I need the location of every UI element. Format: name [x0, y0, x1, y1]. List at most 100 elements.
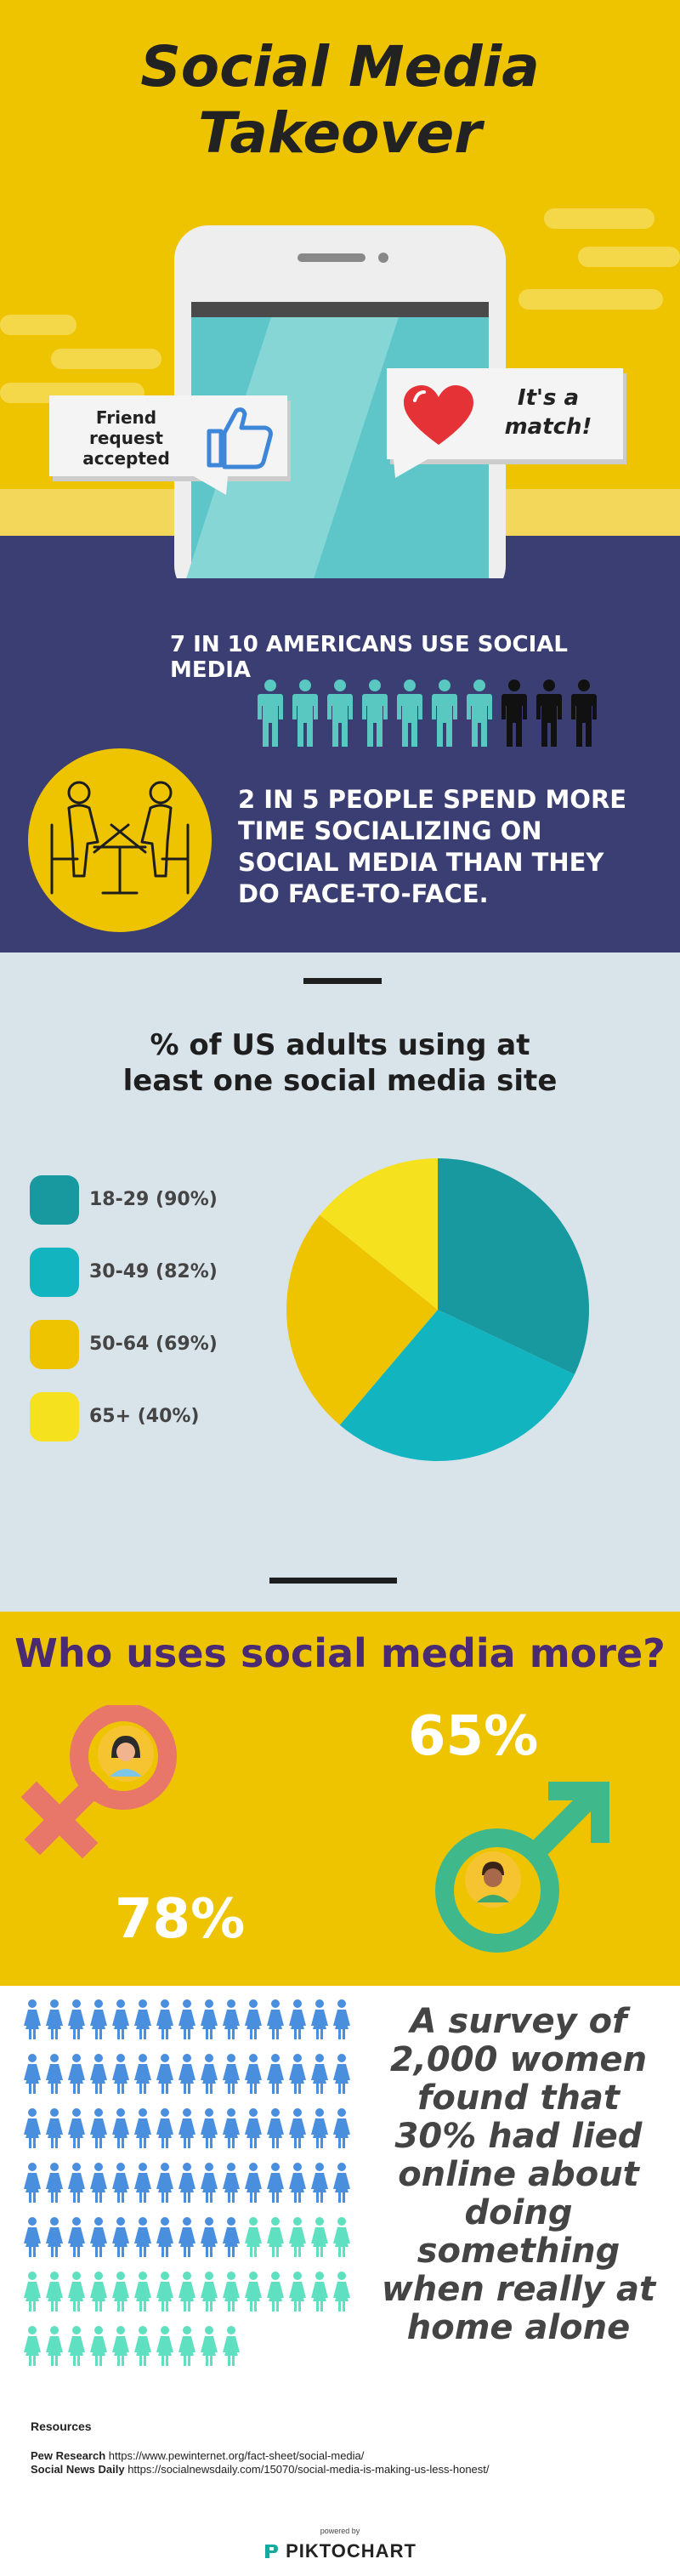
- woman-icon: [90, 2054, 107, 2094]
- bubble-tail: [194, 476, 228, 495]
- survey-line: 30% had lied: [394, 2117, 643, 2156]
- stat-line: SOCIAL MEDIA THAN THEY: [238, 848, 604, 877]
- woman-icon: [267, 2217, 284, 2257]
- source-url[interactable]: https://www.pewinternet.org/fact-sheet/s…: [108, 2449, 365, 2462]
- woman-icon: [178, 2217, 196, 2257]
- friend-request-text: Friend request accepted: [56, 407, 196, 469]
- woman-icon: [201, 2054, 218, 2094]
- person-icon: [502, 680, 527, 747]
- woman-icon: [223, 2217, 240, 2257]
- woman-icon: [245, 2217, 262, 2257]
- cloud-shape: [0, 315, 76, 335]
- woman-icon: [289, 2272, 306, 2312]
- woman-icon: [311, 1999, 328, 2039]
- friend-request-line: accepted: [82, 448, 170, 469]
- survey-line: home alone: [406, 2308, 631, 2347]
- woman-icon: [201, 2217, 218, 2257]
- match-text: It's a match!: [489, 384, 608, 441]
- woman-icon: [223, 1999, 240, 2039]
- title-line-1: Social Media: [140, 34, 540, 100]
- male-symbol-shaft: [528, 1789, 598, 1860]
- pie-title-line: % of US adults using at: [150, 1028, 530, 1062]
- legend-swatch-65-plus: [30, 1392, 79, 1442]
- cloud-shape: [51, 349, 162, 369]
- legend-swatch-18-29: [30, 1175, 79, 1225]
- title-line-2: Takeover: [198, 100, 482, 166]
- woman-icon: [178, 2163, 196, 2203]
- woman-icon: [68, 2163, 85, 2203]
- female-symbol-icon: [21, 1705, 177, 1859]
- woman-icon: [311, 2217, 328, 2257]
- male-symbol-arrowhead: [548, 1782, 609, 1843]
- woman-icon: [178, 1999, 196, 2039]
- thumbs-up-icon: [207, 407, 273, 469]
- man-avatar-icon: [465, 1851, 521, 1908]
- woman-icon: [46, 1999, 63, 2039]
- survey-line: 2,000 women: [389, 2040, 648, 2079]
- woman-icon: [289, 1999, 306, 2039]
- powered-by-label: powered by: [320, 2527, 360, 2535]
- woman-icon: [90, 2108, 107, 2148]
- woman-icon: [311, 2108, 328, 2148]
- pie-chart-section: % of US adults using at least one social…: [0, 952, 680, 1612]
- pie-slice-0: [438, 1158, 589, 1375]
- woman-icon: [134, 2054, 151, 2094]
- male-percentage: 65%: [408, 1705, 539, 1768]
- source-social-news-daily: Social News Daily https://socialnewsdail…: [31, 2463, 490, 2476]
- source-url[interactable]: https://socialnewsdaily.com/15070/social…: [128, 2463, 490, 2476]
- woman-icon: [223, 2272, 240, 2312]
- woman-icon: [223, 2163, 240, 2203]
- piktochart-brand-text: PIKTOCHART: [286, 2540, 416, 2562]
- woman-icon: [333, 2108, 350, 2148]
- woman-icon: [201, 2272, 218, 2312]
- person-icon: [536, 680, 562, 747]
- woman-icon: [134, 2272, 151, 2312]
- friend-request-line: Friend: [95, 407, 157, 428]
- woman-icon: [112, 2326, 129, 2366]
- survey-line: A survey of: [410, 2002, 627, 2041]
- woman-icon: [245, 2054, 262, 2094]
- woman-icon: [156, 2108, 173, 2148]
- woman-icon: [333, 1999, 350, 2039]
- woman-icon: [267, 2272, 284, 2312]
- match-line: It's a: [517, 385, 580, 411]
- stat-line: TIME SOCIALIZING ON: [238, 816, 542, 845]
- female-symbol-ring: [70, 1705, 177, 1810]
- source-name: Pew Research: [31, 2449, 106, 2462]
- legend-swatch-50-64: [30, 1320, 79, 1369]
- woman-avatar-icon: [98, 1726, 154, 1782]
- stats-section: 7 IN 10 AMERICANS USE SOCIAL MEDIA 2 IN …: [0, 578, 680, 952]
- woman-icon: [68, 2272, 85, 2312]
- phone-status-bar: [191, 302, 489, 317]
- woman-icon: [134, 2163, 151, 2203]
- section-divider: [269, 1578, 397, 1584]
- woman-icon: [46, 2054, 63, 2094]
- woman-icon: [267, 2054, 284, 2094]
- woman-icon: [156, 2272, 173, 2312]
- survey-section: A survey of 2,000 women found that 30% h…: [0, 1986, 680, 2411]
- woman-icon: [201, 2108, 218, 2148]
- section-divider: [303, 978, 382, 984]
- heart-icon: [404, 385, 473, 445]
- stat-americans-use-social-media: 7 IN 10 AMERICANS USE SOCIAL MEDIA: [170, 632, 568, 683]
- male-symbol-icon: [435, 1782, 609, 1953]
- survey-line: something: [416, 2232, 620, 2271]
- person-icon: [362, 680, 388, 747]
- person-icon: [467, 680, 492, 747]
- legend-label-50-64: 50-64 (69%): [89, 1333, 218, 1355]
- woman-icon: [311, 2163, 328, 2203]
- woman-icon: [90, 2326, 107, 2366]
- piktochart-logo[interactable]: PIKTOCHART: [0, 2540, 680, 2562]
- pie-slice-3: [320, 1158, 438, 1310]
- gender-section: Who uses social media more? 78% 65%: [0, 1612, 680, 1986]
- survey-line: found that: [416, 2078, 620, 2118]
- woman-icon: [46, 2326, 63, 2366]
- person-icon: [258, 680, 283, 747]
- legend-swatch-30-49: [30, 1248, 79, 1297]
- woman-icon: [68, 2054, 85, 2094]
- resources-heading: Resources: [31, 2420, 92, 2433]
- woman-icon: [201, 1999, 218, 2039]
- woman-icon: [90, 2217, 107, 2257]
- face-to-face-circle: [28, 748, 212, 932]
- woman-icon: [24, 1999, 41, 2039]
